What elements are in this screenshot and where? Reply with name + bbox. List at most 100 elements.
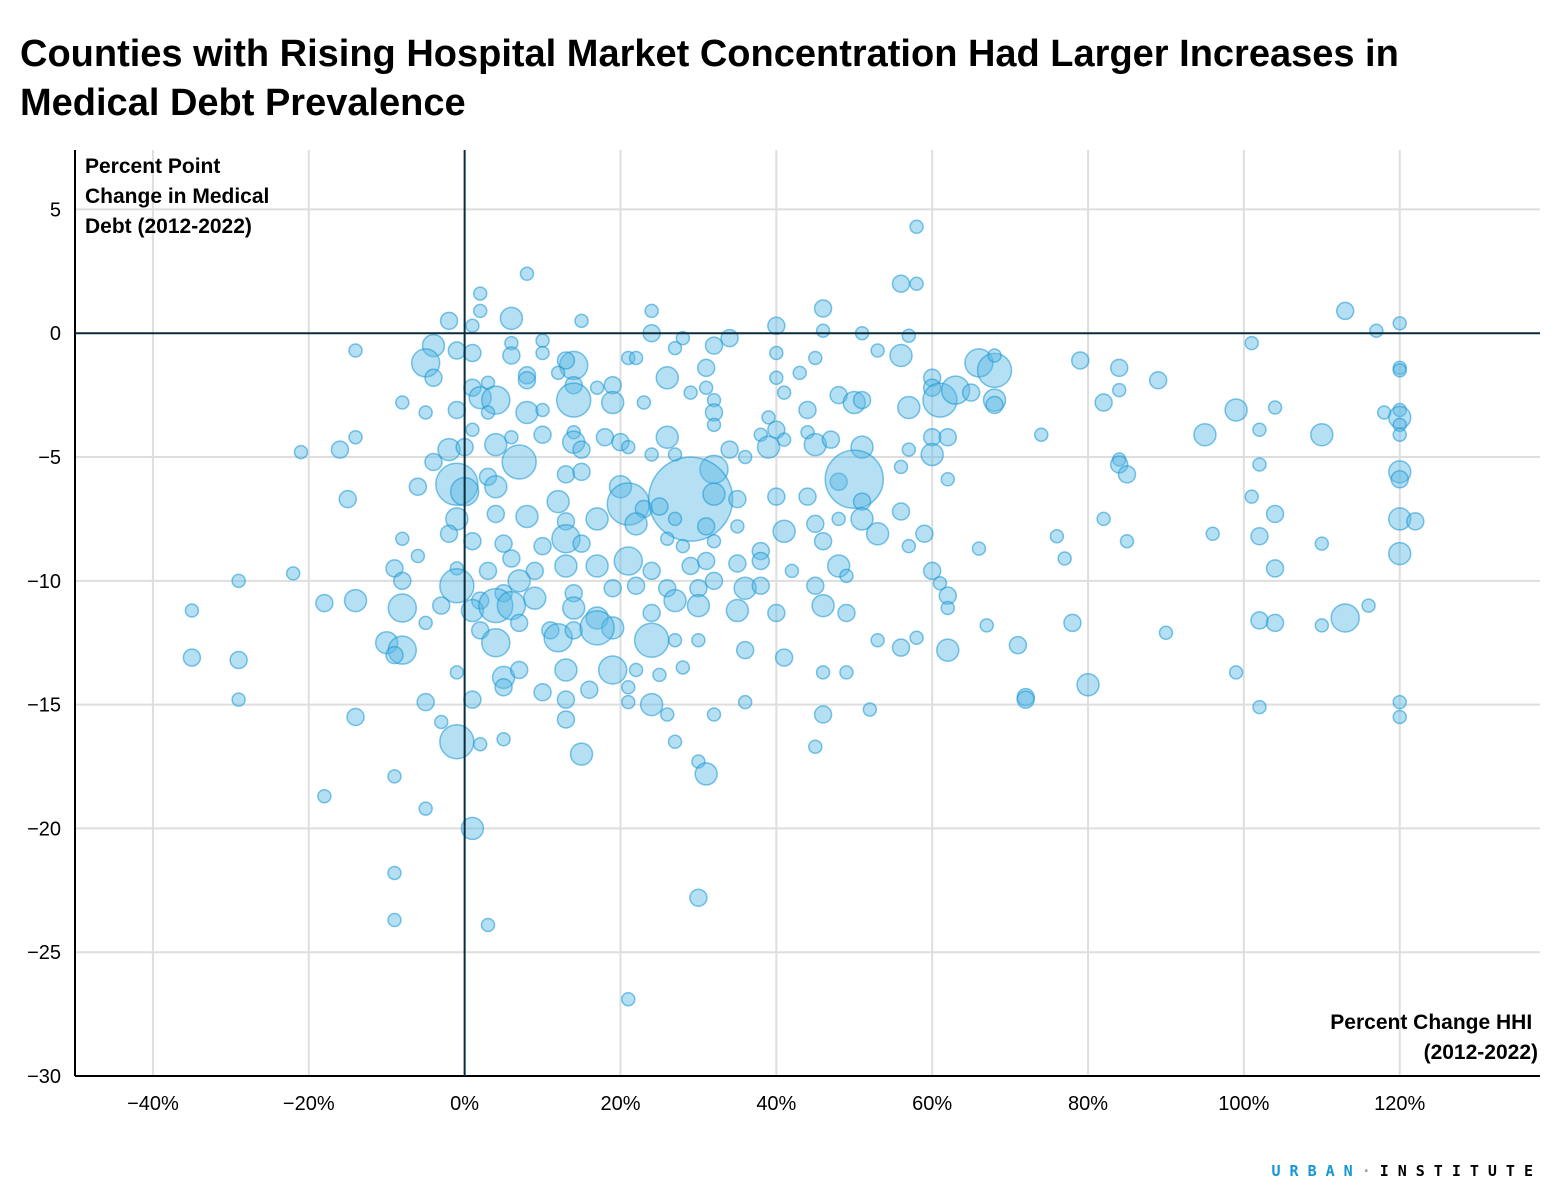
data-point — [706, 417, 722, 433]
data-point — [579, 610, 615, 646]
data-point — [1244, 489, 1259, 504]
data-point — [387, 912, 402, 928]
data-point — [395, 531, 410, 546]
data-point — [432, 596, 451, 615]
data-point — [769, 370, 784, 386]
data-point — [393, 571, 412, 591]
data-point — [737, 449, 753, 465]
y-tick-label: −5 — [38, 447, 61, 469]
data-point — [811, 593, 835, 618]
data-point — [439, 723, 475, 760]
data-point — [435, 462, 479, 507]
data-point — [496, 732, 511, 747]
data-point — [572, 534, 591, 553]
data-point — [691, 632, 706, 648]
data-point — [285, 566, 301, 581]
data-point — [447, 341, 467, 360]
data-point — [696, 517, 716, 536]
data-point — [1094, 393, 1113, 412]
data-point — [585, 507, 609, 531]
data-point — [870, 343, 885, 358]
data-point — [633, 622, 670, 658]
data-point — [753, 427, 768, 442]
data-point — [767, 603, 786, 623]
data-point — [1314, 618, 1330, 633]
data-point — [603, 375, 622, 395]
data-point — [418, 801, 433, 816]
data-point — [691, 754, 706, 769]
data-point — [901, 442, 917, 457]
data-point — [704, 571, 724, 591]
data-point — [533, 425, 552, 444]
data-point — [706, 707, 722, 722]
data-point — [1117, 465, 1137, 484]
data-point — [940, 472, 956, 487]
data-point — [463, 531, 482, 551]
data-point — [472, 736, 488, 752]
data-point — [826, 554, 851, 578]
data-point — [706, 392, 722, 408]
data-point — [1148, 371, 1168, 390]
data-point — [891, 638, 911, 657]
data-point — [484, 474, 508, 499]
data-point — [979, 618, 994, 633]
data-point — [1369, 323, 1384, 338]
y-tick-label: −15 — [27, 695, 61, 717]
data-point — [550, 365, 566, 381]
data-point — [681, 556, 700, 576]
data-point — [689, 578, 708, 598]
data-point — [852, 390, 872, 410]
data-point — [472, 303, 488, 319]
data-point — [839, 568, 854, 584]
data-point — [421, 333, 446, 358]
data-point — [642, 603, 661, 623]
data-point — [385, 645, 404, 665]
data-point — [737, 694, 753, 710]
data-point — [813, 705, 833, 724]
data-point — [756, 435, 781, 459]
data-point — [821, 430, 841, 449]
data-point — [813, 531, 833, 551]
data-point — [642, 561, 661, 581]
x-tick-label: 80% — [1068, 1093, 1108, 1115]
data-point — [330, 440, 350, 459]
data-point — [499, 306, 524, 331]
data-point — [580, 680, 599, 700]
data-point — [815, 665, 831, 680]
data-point — [850, 435, 874, 459]
data-point — [686, 593, 711, 618]
data-point — [806, 576, 825, 596]
x-tick-label: 20% — [600, 1093, 640, 1115]
data-point — [439, 524, 459, 544]
data-point — [808, 739, 823, 754]
data-point — [1063, 613, 1082, 633]
data-point — [447, 400, 467, 420]
data-point — [519, 266, 535, 282]
data-point — [1016, 690, 1035, 709]
data-point — [655, 366, 679, 390]
data-point — [1265, 504, 1285, 524]
data-point — [480, 405, 496, 420]
data-point — [603, 578, 622, 598]
data-point — [555, 382, 592, 418]
data-point — [494, 534, 513, 553]
data-point — [1252, 422, 1267, 438]
data-point — [870, 632, 885, 648]
data-point — [667, 511, 683, 527]
data-point — [546, 489, 570, 514]
data-point — [418, 615, 433, 631]
data-point — [525, 561, 545, 581]
data-point — [472, 286, 488, 301]
data-point — [387, 769, 402, 784]
data-point — [554, 554, 578, 578]
data-point — [611, 432, 630, 452]
data-point — [628, 662, 644, 678]
data-point — [689, 888, 708, 907]
data-point — [829, 472, 848, 492]
data-point — [600, 616, 625, 640]
data-point — [1387, 541, 1412, 566]
data-point — [517, 371, 537, 390]
data-point — [585, 554, 609, 578]
data-point — [556, 690, 576, 709]
